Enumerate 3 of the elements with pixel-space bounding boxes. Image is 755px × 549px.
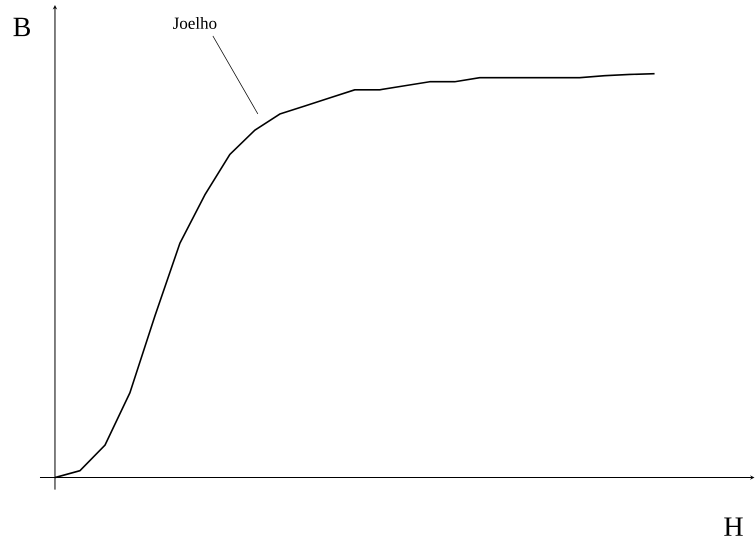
text: Joelho — [173, 17, 216, 30]
y-axis-title: B — [13, 18, 30, 36]
x-axis-title: H — [724, 518, 743, 536]
